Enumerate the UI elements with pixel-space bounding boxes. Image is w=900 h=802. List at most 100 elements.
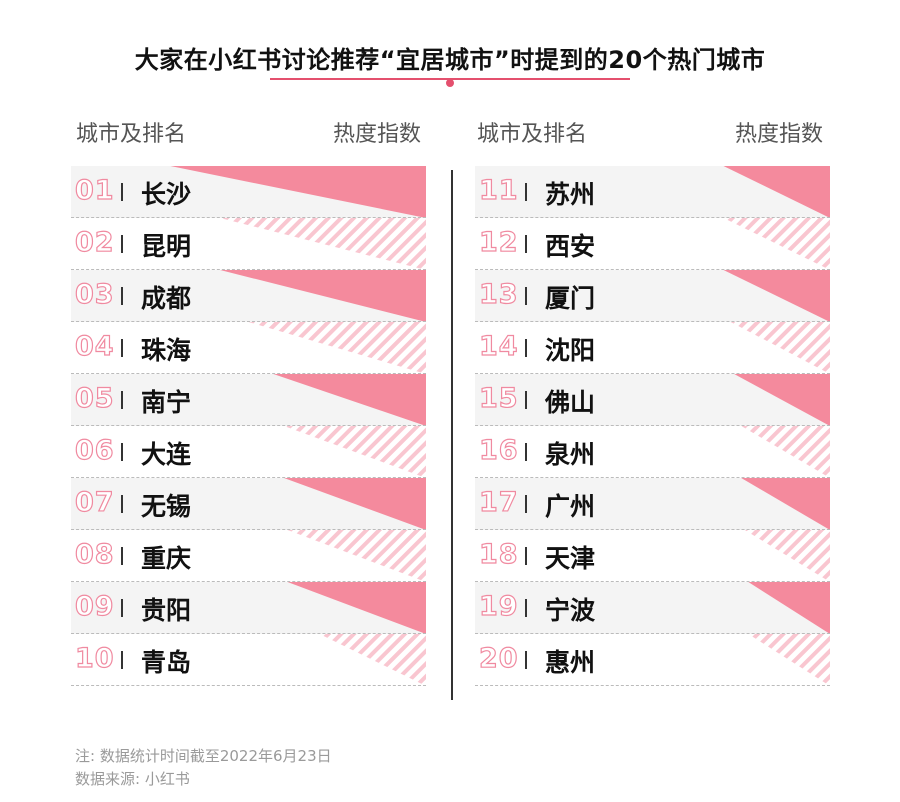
heat-mark bbox=[284, 426, 426, 478]
rank-separator bbox=[525, 287, 527, 305]
city-name: 重庆 bbox=[141, 544, 192, 573]
city-name: 昆明 bbox=[141, 232, 192, 261]
rank-number: 16 bbox=[478, 434, 519, 466]
heat-wedge bbox=[284, 478, 426, 530]
table-row: 11 苏州 bbox=[475, 166, 830, 218]
heat-mark bbox=[723, 270, 830, 322]
rank-number: 19 bbox=[478, 590, 519, 622]
heat-mark bbox=[741, 478, 830, 530]
heat-mark bbox=[723, 166, 830, 218]
row-divider bbox=[475, 373, 830, 374]
rank-separator bbox=[525, 235, 527, 253]
rank-separator bbox=[121, 547, 123, 565]
heat-wedge bbox=[741, 478, 830, 530]
heat-mark bbox=[734, 374, 830, 426]
rank-number: 18 bbox=[478, 538, 519, 570]
rank-separator bbox=[121, 391, 123, 409]
table-row: 09 贵阳 bbox=[71, 582, 426, 634]
rank-number: 12 bbox=[478, 226, 519, 258]
heat-wedge bbox=[748, 634, 830, 686]
rank-separator bbox=[525, 599, 527, 617]
table-row: 12 西安 bbox=[475, 218, 830, 270]
table-row: 08 重庆 bbox=[71, 530, 426, 582]
city-name: 青岛 bbox=[141, 648, 192, 677]
left-column-label-heat: 热度指数 bbox=[333, 122, 422, 147]
rank-number: 02 bbox=[74, 226, 115, 258]
rank-separator bbox=[121, 495, 123, 513]
table-row: 02 昆明 bbox=[71, 218, 426, 270]
rank-number: 04 bbox=[74, 330, 115, 362]
rank-number: 20 bbox=[478, 642, 519, 674]
table-row: 01 长沙 bbox=[71, 166, 426, 218]
rank-number: 09 bbox=[74, 590, 115, 622]
rank-number: 11 bbox=[478, 174, 519, 206]
heat-mark bbox=[220, 218, 426, 270]
heat-wedge bbox=[748, 582, 830, 634]
rank-number: 07 bbox=[74, 486, 115, 518]
rank-number: 01 bbox=[74, 174, 115, 206]
table-row: 18 天津 bbox=[475, 530, 830, 582]
rank-separator bbox=[525, 547, 527, 565]
heat-wedge bbox=[734, 374, 830, 426]
row-divider bbox=[71, 269, 426, 270]
city-name: 惠州 bbox=[545, 648, 596, 677]
heat-wedge bbox=[220, 218, 426, 270]
heat-wedge bbox=[248, 322, 426, 374]
rank-separator bbox=[525, 443, 527, 461]
city-name: 泉州 bbox=[545, 440, 596, 469]
rank-separator bbox=[121, 287, 123, 305]
rank-number: 17 bbox=[478, 486, 519, 518]
heat-wedge bbox=[723, 166, 830, 218]
heat-wedge bbox=[170, 166, 426, 218]
heat-mark bbox=[220, 270, 426, 322]
heat-mark bbox=[284, 478, 426, 530]
table-row: 05 南宁 bbox=[71, 374, 426, 426]
heat-mark bbox=[248, 322, 426, 374]
city-name: 大连 bbox=[141, 440, 192, 469]
table-row: 14 沈阳 bbox=[475, 322, 830, 374]
row-divider bbox=[475, 425, 830, 426]
rank-number: 05 bbox=[74, 382, 115, 414]
row-divider bbox=[71, 529, 426, 530]
heat-mark bbox=[741, 426, 830, 478]
city-name: 广州 bbox=[545, 492, 596, 521]
row-divider bbox=[475, 529, 830, 530]
footnote-date: 注: 数据统计时间截至2022年6月23日 bbox=[75, 747, 332, 765]
heat-mark bbox=[744, 530, 830, 582]
heat-mark bbox=[287, 530, 426, 582]
heat-mark bbox=[319, 634, 426, 686]
city-name: 苏州 bbox=[545, 180, 596, 209]
city-name: 佛山 bbox=[545, 388, 596, 417]
rank-separator bbox=[121, 339, 123, 357]
table-row: 07 无锡 bbox=[71, 478, 426, 530]
heat-mark bbox=[287, 582, 426, 634]
rank-number: 08 bbox=[74, 538, 115, 570]
heat-mark bbox=[723, 218, 830, 270]
heat-wedge bbox=[273, 374, 426, 426]
title-dot bbox=[446, 79, 454, 87]
row-divider bbox=[71, 373, 426, 374]
city-name: 贵阳 bbox=[141, 596, 192, 625]
table-row: 16 泉州 bbox=[475, 426, 830, 478]
heat-mark bbox=[748, 634, 830, 686]
heat-mark bbox=[748, 582, 830, 634]
rank-separator bbox=[121, 651, 123, 669]
table-row: 06 大连 bbox=[71, 426, 426, 478]
right-column-label-heat: 热度指数 bbox=[735, 122, 824, 147]
rank-separator bbox=[525, 183, 527, 201]
right-column-label-city: 城市及排名 bbox=[477, 122, 588, 147]
rank-separator bbox=[525, 391, 527, 409]
heat-wedge bbox=[287, 582, 426, 634]
footnote-source: 数据来源: 小红书 bbox=[75, 770, 190, 788]
heat-mark bbox=[273, 374, 426, 426]
row-divider bbox=[475, 633, 830, 634]
row-divider bbox=[71, 425, 426, 426]
row-divider bbox=[475, 217, 830, 218]
rank-number: 13 bbox=[478, 278, 519, 310]
heat-wedge bbox=[730, 322, 830, 374]
row-divider bbox=[475, 321, 830, 322]
rank-number: 14 bbox=[478, 330, 519, 362]
left-column-label-city: 城市及排名 bbox=[76, 122, 187, 147]
table-row: 15 佛山 bbox=[475, 374, 830, 426]
city-name: 天津 bbox=[545, 544, 596, 573]
